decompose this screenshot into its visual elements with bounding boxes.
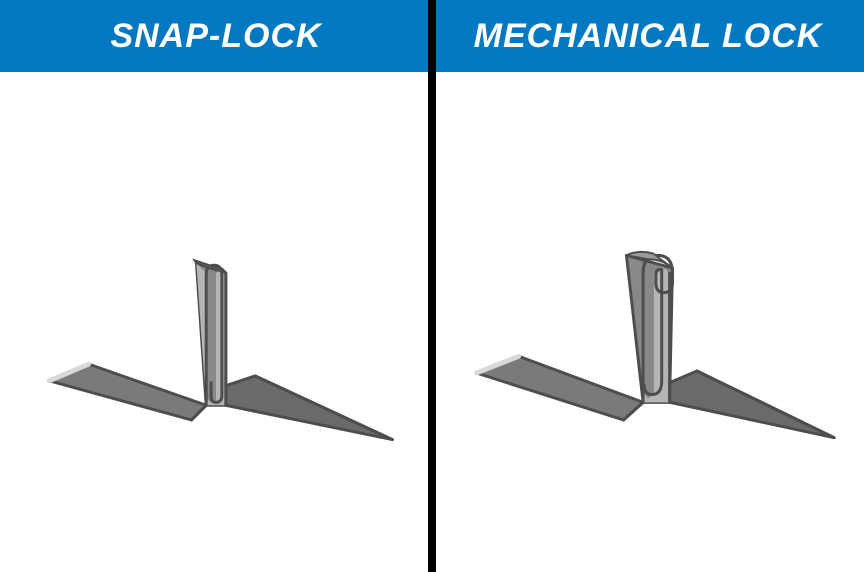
vertical-divider bbox=[428, 0, 436, 572]
snap-lock-icon bbox=[20, 175, 412, 469]
left-panel: SNAP-LOCK bbox=[0, 0, 432, 572]
right-title: MECHANICAL LOCK bbox=[474, 17, 823, 56]
comparison-container: SNAP-LOCK bbox=[0, 0, 864, 572]
right-header: MECHANICAL LOCK bbox=[432, 0, 864, 72]
right-panel: MECHANICAL LOCK bbox=[432, 0, 864, 572]
left-title: SNAP-LOCK bbox=[110, 17, 321, 56]
mechanical-lock-icon bbox=[452, 175, 844, 469]
left-illustration bbox=[0, 72, 432, 572]
right-illustration bbox=[432, 72, 864, 572]
left-header: SNAP-LOCK bbox=[0, 0, 432, 72]
